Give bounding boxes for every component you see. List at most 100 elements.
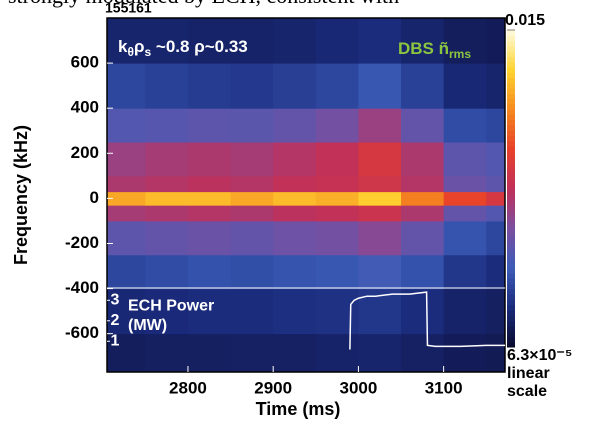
heatmap-cell	[486, 175, 506, 193]
heatmap-cell	[486, 108, 506, 143]
colorbar-segment	[507, 82, 515, 89]
annotation-part: DBS ñ	[398, 39, 449, 58]
heatmap-cell	[443, 175, 487, 193]
colorbar-note: scale	[507, 383, 547, 400]
heatmap-cell	[401, 63, 445, 109]
heatmap-cell	[358, 18, 402, 64]
colorbar-segment	[507, 341, 515, 348]
heatmap-cell	[230, 108, 274, 143]
heatmap-cell	[443, 18, 487, 64]
x-axis-label: Time (ms)	[256, 399, 341, 419]
x-tick-label: 3000	[339, 378, 377, 397]
heatmap-cell	[145, 191, 189, 206]
colorbar-segment	[507, 156, 515, 163]
heatmap-cell	[230, 191, 274, 206]
heatmap-cell	[486, 254, 506, 290]
colorbar-segment	[507, 294, 515, 300]
heatmap-cell	[401, 254, 445, 290]
annotation-part: k	[118, 37, 128, 56]
heatmap-cell	[443, 191, 487, 206]
heatmap-cell	[358, 205, 402, 222]
heatmap-cell	[230, 220, 274, 256]
y-tick-label: -200	[65, 233, 99, 252]
heatmap-cell	[315, 175, 359, 193]
colorbar-segment	[507, 278, 515, 285]
heatmap-cell	[443, 333, 487, 373]
colorbar-segment	[507, 241, 515, 248]
heatmap-cell	[145, 18, 189, 64]
heatmap-cell	[187, 333, 232, 373]
colorbar-segment	[507, 72, 515, 79]
colorbar-segment	[507, 199, 515, 205]
heatmap-cell	[273, 254, 317, 290]
heatmap-cell	[358, 333, 402, 373]
heatmap-cell	[230, 205, 274, 222]
heatmap-cell	[358, 220, 402, 256]
heatmap-cell	[315, 288, 359, 335]
heatmap-cell	[358, 108, 402, 143]
annotation: DBS ñrms	[398, 39, 471, 61]
heatmap-cell	[486, 205, 506, 222]
heatmap-cell	[145, 220, 189, 256]
colorbar-segment	[507, 40, 515, 47]
x-tick-label: 3100	[425, 378, 463, 397]
colorbar-label: 6.3×10⁻⁵	[507, 347, 572, 364]
heatmap-cell	[145, 175, 189, 193]
y-tick-label: 0	[90, 188, 99, 207]
colorbar-segment	[507, 35, 515, 42]
inset-y-tick-label: 2	[111, 312, 120, 329]
inset-y-tick-label: 3	[111, 292, 120, 309]
colorbar-segment	[507, 262, 515, 269]
colorbar-segment	[507, 209, 515, 216]
heatmap-cell	[145, 333, 189, 373]
heatmap-cell	[486, 288, 506, 335]
colorbar-segment	[507, 220, 515, 226]
heatmap-cell	[273, 288, 317, 335]
x-tick-label: 2800	[169, 378, 207, 397]
colorbar-segment	[507, 135, 515, 142]
colorbar-segment	[507, 336, 515, 343]
colorbar-segment	[507, 130, 515, 137]
heatmap-cell	[273, 142, 317, 177]
heatmap-cell	[273, 220, 317, 256]
colorbar-segment	[507, 88, 515, 94]
heatmap-cell	[358, 63, 402, 109]
heatmap-cell	[107, 18, 146, 64]
colorbar-segment	[507, 56, 515, 63]
annotation-part: θ	[127, 45, 134, 59]
heatmap-cell	[187, 191, 232, 206]
colorbar-segment	[507, 236, 515, 242]
colorbar-segment	[507, 93, 515, 100]
colorbar-segment	[507, 61, 515, 68]
colorbar-segment	[507, 230, 515, 237]
colorbar-segment	[507, 304, 515, 311]
heatmap-cell	[358, 254, 402, 290]
y-tick-label: -400	[65, 278, 99, 297]
colorbar-segment	[507, 183, 515, 189]
heatmap-cell	[107, 175, 146, 193]
heatmap-cell	[273, 63, 317, 109]
colorbar-segment	[507, 331, 515, 337]
colorbar-segment	[507, 109, 515, 116]
colorbar-segment	[507, 283, 515, 290]
colorbar-segment	[507, 273, 515, 279]
colorbar-segment	[507, 125, 515, 131]
heatmap-cell	[315, 191, 359, 206]
heatmap-cell	[401, 142, 445, 177]
annotation: kθρs ~0.8 ρ~0.33	[118, 37, 248, 59]
heatmap-cell	[315, 220, 359, 256]
colorbar-segment	[507, 51, 515, 57]
heatmap-cell	[401, 175, 445, 193]
heatmap-cell	[443, 142, 487, 177]
heatmap-cell	[145, 108, 189, 143]
inset-unit-label: (MW)	[128, 317, 167, 334]
colorbar-segment	[507, 267, 515, 274]
colorbar-segment	[507, 315, 515, 322]
heatmap-cell	[315, 18, 359, 64]
heatmap-cell	[107, 288, 146, 335]
colorbar-segment	[507, 119, 515, 126]
heatmap-cell	[230, 333, 274, 373]
colorbar-segment	[507, 98, 515, 105]
colorbar-segment	[507, 204, 515, 211]
heatmap-cell	[401, 108, 445, 143]
